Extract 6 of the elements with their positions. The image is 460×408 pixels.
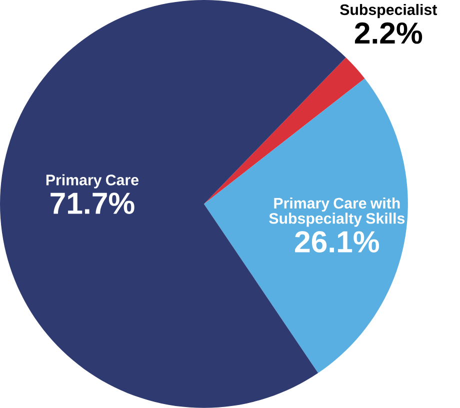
- data-label: 2.2%: [354, 22, 422, 44]
- slice-label: Primary Care with Subspecialty Skills: [269, 198, 405, 227]
- slice-label: Primary Care: [46, 174, 138, 188]
- data-label: 71.7%: [50, 192, 134, 214]
- slice-label: Subspecialist: [340, 4, 437, 18]
- data-label: 26.1%: [295, 231, 380, 253]
